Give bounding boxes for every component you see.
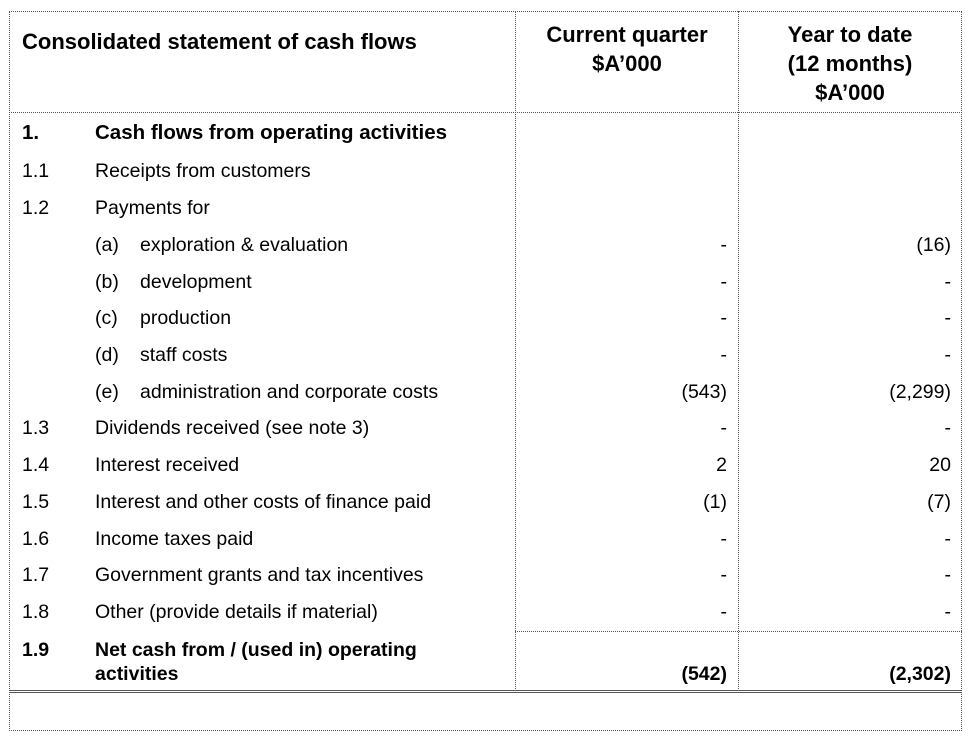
column-header-line: $A’000	[592, 51, 662, 76]
row-sub-letter: (d)	[95, 344, 119, 366]
row-sub-letter: (a)	[95, 234, 119, 256]
total-label-line-1: Net cash from / (used in) operating	[95, 639, 417, 661]
row-current-quarter: (1)	[703, 491, 727, 513]
column-divider-1	[515, 11, 516, 693]
row-label: Other (provide details if material)	[95, 601, 378, 623]
row-year-to-date: -	[944, 344, 952, 366]
row-current-quarter: -	[720, 234, 728, 256]
row-number: 1.3	[22, 417, 50, 439]
row-current-quarter: -	[720, 417, 728, 439]
row-sub-letter: (e)	[95, 381, 119, 403]
column-header-line: Year to date	[787, 22, 913, 47]
total-label-line-2: activities	[95, 663, 179, 685]
row-year-to-date: -	[944, 528, 952, 550]
column-header-line: Current quarter	[546, 22, 708, 47]
row-label: administration and corporate costs	[140, 381, 439, 403]
total-bottom-line	[9, 690, 962, 693]
total-top-line	[515, 631, 962, 632]
header-divider	[9, 112, 962, 113]
column-header-line: $A’000	[815, 80, 885, 105]
row-year-to-date: (2,299)	[889, 381, 951, 403]
row-label: staff costs	[140, 344, 228, 366]
table-title: Consolidated statement of cash flows	[22, 29, 417, 54]
row-current-quarter: 2	[716, 454, 727, 476]
row-current-quarter: -	[720, 528, 728, 550]
row-current-quarter: -	[720, 564, 728, 586]
row-label: development	[140, 271, 252, 293]
row-number: 1.2	[22, 197, 50, 219]
row-current-quarter: -	[720, 271, 728, 293]
total-current-quarter: (542)	[681, 663, 727, 685]
row-current-quarter: -	[720, 601, 728, 623]
row-current-quarter: (543)	[681, 381, 727, 403]
row-current-quarter: -	[720, 344, 728, 366]
row-sub-letter: (c)	[95, 307, 118, 329]
column-header-current-quarter: Current quarter $A’000	[516, 20, 738, 78]
row-number: 1.1	[22, 160, 50, 182]
total-year-to-date: (2,302)	[889, 663, 951, 685]
row-label: Payments for	[95, 197, 210, 219]
row-year-to-date: -	[944, 564, 952, 586]
row-current-quarter: -	[720, 307, 728, 329]
row-label: Income taxes paid	[95, 528, 254, 550]
total-number: 1.9	[22, 639, 50, 661]
table-frame	[9, 11, 962, 731]
row-year-to-date: -	[944, 271, 952, 293]
row-number: 1.5	[22, 491, 50, 513]
row-label: Receipts from customers	[95, 160, 311, 182]
row-label: production	[140, 307, 232, 329]
row-year-to-date: -	[944, 307, 952, 329]
column-divider-2	[738, 11, 739, 693]
row-year-to-date: -	[944, 417, 952, 439]
column-header-year-to-date: Year to date (12 months) $A’000	[739, 20, 961, 107]
row-number: 1.6	[22, 528, 50, 550]
row-year-to-date: -	[944, 601, 952, 623]
row-year-to-date: (7)	[927, 491, 951, 513]
section-title: Cash flows from operating activities	[95, 121, 447, 144]
column-header-line: (12 months)	[787, 51, 913, 76]
section-number: 1.	[22, 121, 40, 144]
row-year-to-date: 20	[929, 454, 951, 476]
row-number: 1.7	[22, 564, 50, 586]
row-label: Interest received	[95, 454, 240, 476]
row-year-to-date: (16)	[916, 234, 951, 256]
row-number: 1.4	[22, 454, 50, 476]
row-number: 1.8	[22, 601, 50, 623]
row-label: exploration & evaluation	[140, 234, 349, 256]
row-sub-letter: (b)	[95, 271, 119, 293]
row-label: Interest and other costs of finance paid	[95, 491, 432, 513]
row-label: Government grants and tax incentives	[95, 564, 424, 586]
row-label: Dividends received (see note 3)	[95, 417, 370, 439]
